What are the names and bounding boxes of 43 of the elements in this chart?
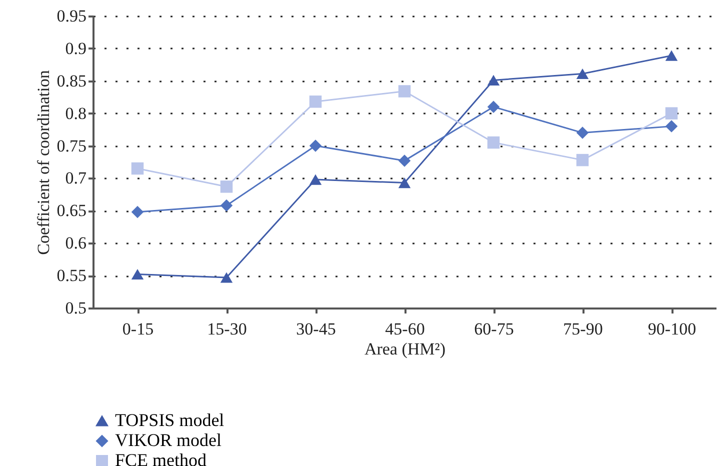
point [309,96,322,108]
legend-label: TOPSIS model [115,410,224,430]
point [398,154,411,167]
point [220,272,233,283]
x-tick-label: 75-90 [563,320,603,338]
point [398,177,411,188]
point [665,120,678,132]
point [220,199,233,212]
point [487,74,500,86]
y-axis-title: Coefficient of coordination [34,70,53,255]
point [309,140,322,152]
x-axis-title: Area (HM²) [364,340,446,358]
point [487,100,500,113]
point [576,126,589,139]
point [309,174,322,185]
y-tick-label: 0.5 [65,298,86,318]
point [576,68,589,80]
y-tick-label: 0.7 [65,168,87,188]
y-tick-label: 0.85 [56,71,86,90]
point [665,50,678,61]
x-tick-label: 60-75 [474,320,514,338]
point [131,162,144,175]
x-tick-label: 30-45 [296,320,336,338]
point [487,136,500,149]
point [131,268,144,280]
y-tick-label: 0.95 [56,6,86,26]
point [131,206,144,218]
y-tick-label: 0.6 [65,234,86,253]
point [576,154,589,166]
y-tick-label: 0.75 [56,136,86,156]
x-tick-label: 90-100 [648,320,696,338]
y-tick-label: 0.9 [65,38,86,58]
point [665,107,678,120]
point [398,85,411,98]
y-tick-label: 0.55 [56,266,86,286]
legend-label: VIKOR model [115,430,222,450]
point [220,180,233,193]
y-tick-label: 0.8 [65,104,86,123]
x-tick-label: 15-30 [207,320,247,338]
x-tick-label: 0-15 [122,320,154,338]
x-tick-label: 45-60 [385,320,425,338]
y-tick-label: 0.65 [56,201,86,220]
legend-label: FCE method [115,450,207,466]
